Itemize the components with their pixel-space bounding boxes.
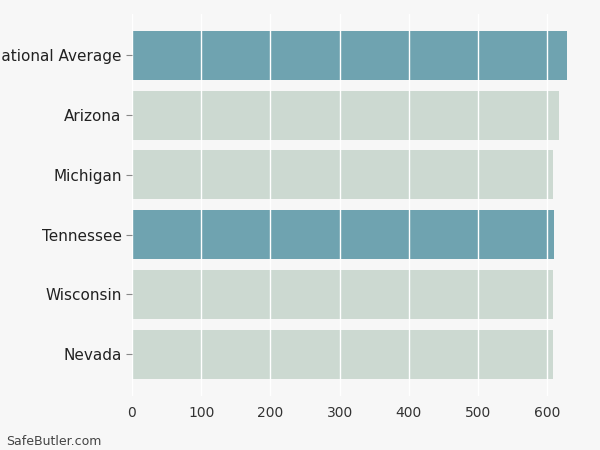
Bar <box>132 31 567 80</box>
Bar <box>132 210 554 259</box>
Bar <box>132 90 559 140</box>
Bar <box>132 329 553 378</box>
Bar <box>132 270 553 319</box>
Bar <box>132 150 553 199</box>
Text: SafeButler.com: SafeButler.com <box>6 435 101 448</box>
